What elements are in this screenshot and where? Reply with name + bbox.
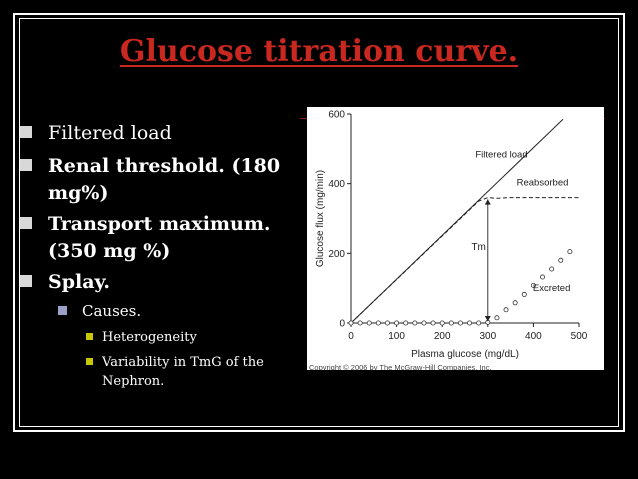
excreted-point xyxy=(467,320,473,326)
y-tick-label: 200 xyxy=(328,249,345,260)
sub-bullet-causes: Causes. xyxy=(58,300,300,322)
excreted-point xyxy=(394,320,400,326)
bullet-text-line2: (350 mg %) xyxy=(48,240,171,262)
x-tick-label: 400 xyxy=(525,331,542,342)
bullet-text: Transport maximum. xyxy=(48,213,271,235)
bullet-transport-maximum: Transport maximum. (350 mg %) xyxy=(20,211,300,265)
sub-sub-bullet-text-line2: Nephron. xyxy=(102,374,165,389)
y-tick-label: 0 xyxy=(339,319,345,330)
excreted-point xyxy=(558,257,564,263)
x-axis-label: Plasma glucose (mg/dL) xyxy=(411,349,519,360)
sub-sub-bullet-text: Variability in TmG of the xyxy=(102,355,264,370)
bullet-text-line2: mg%) xyxy=(48,182,109,204)
excreted-point xyxy=(348,320,354,326)
excreted-point xyxy=(403,320,409,326)
y-tick-label: 400 xyxy=(328,179,345,190)
reabsorbed-label: Reabsorbed xyxy=(517,177,569,188)
excreted-point xyxy=(503,307,509,313)
sub-sub-bullet-variability: Variability in TmG of the Nephron. xyxy=(86,353,300,391)
tm-annotation: Tm xyxy=(471,242,485,253)
excreted-point xyxy=(530,282,536,288)
excreted-point xyxy=(448,320,454,326)
excreted-point xyxy=(457,320,463,326)
x-tick-label: 200 xyxy=(434,331,451,342)
excreted-point xyxy=(439,320,445,326)
bullet-square-icon xyxy=(20,126,32,138)
excreted-point xyxy=(521,291,527,297)
excreted-point xyxy=(540,274,546,280)
bullet-text: Renal threshold. (180 xyxy=(48,155,281,177)
tm-arrowhead-bottom xyxy=(484,316,491,322)
x-tick-label: 100 xyxy=(388,331,405,342)
bullet-text: Filtered load xyxy=(48,122,172,144)
glucose-titration-chart: 0 100 200 300 400 500 0 200 400 600 Plasma glucose… xyxy=(309,110,588,371)
bullet-square-icon xyxy=(20,159,32,171)
bullet-text: Splay. xyxy=(48,271,111,293)
excreted-point xyxy=(476,320,482,326)
bullet-list: Filtered load Renal threshold. (180 mg%)… xyxy=(20,118,300,391)
sub-sub-bullet-square-icon xyxy=(86,358,93,365)
sub-bullet-square-icon xyxy=(58,306,67,315)
slide-title: Glucose titration curve. xyxy=(119,34,519,69)
bullet-splay: Splay. xyxy=(20,269,300,296)
sub-sub-bullet-heterogeneity: Heterogeneity xyxy=(86,328,300,347)
tm-arrowhead-top xyxy=(484,199,491,205)
excreted-point xyxy=(430,320,436,326)
y-axis-label: Glucose flux (mg/min) xyxy=(315,170,326,267)
bullet-renal-threshold: Renal threshold. (180 mg%) xyxy=(20,153,300,207)
chart-panel: 0 100 200 300 400 500 0 200 400 600 Plasma glucose… xyxy=(307,107,604,370)
x-tick-label: 500 xyxy=(571,331,588,342)
y-tick-label: 600 xyxy=(328,110,345,121)
excreted-point xyxy=(375,320,381,326)
excreted-point xyxy=(421,320,427,326)
bullet-filtered-load: Filtered load xyxy=(20,120,300,147)
excreted-point xyxy=(384,320,390,326)
bullet-square-icon xyxy=(20,217,32,229)
bullet-square-icon xyxy=(20,275,32,287)
excreted-point xyxy=(366,320,372,326)
excreted-point xyxy=(357,320,363,326)
excreted-point xyxy=(567,249,573,255)
sub-sub-bullet-square-icon xyxy=(86,333,93,340)
slide-frame-outer xyxy=(13,13,625,432)
excreted-point xyxy=(494,315,500,321)
sub-bullet-text: Causes. xyxy=(82,302,142,320)
copyright-text: Copyright © 2006 by The McGraw-Hill Comp… xyxy=(309,363,492,370)
filtered-load-label: Filtered load xyxy=(475,150,527,161)
sub-sub-bullet-text: Heterogeneity xyxy=(102,330,197,345)
x-tick-label: 0 xyxy=(348,331,354,342)
excreted-point xyxy=(412,320,418,326)
excreted-point xyxy=(512,300,518,306)
excreted-label: Excreted xyxy=(533,283,571,294)
reabsorbed-line xyxy=(350,197,579,324)
x-tick-label: 300 xyxy=(479,331,496,342)
filtered-load-line xyxy=(350,118,564,324)
slide-frame-inner xyxy=(19,18,619,427)
excreted-point xyxy=(549,266,555,272)
